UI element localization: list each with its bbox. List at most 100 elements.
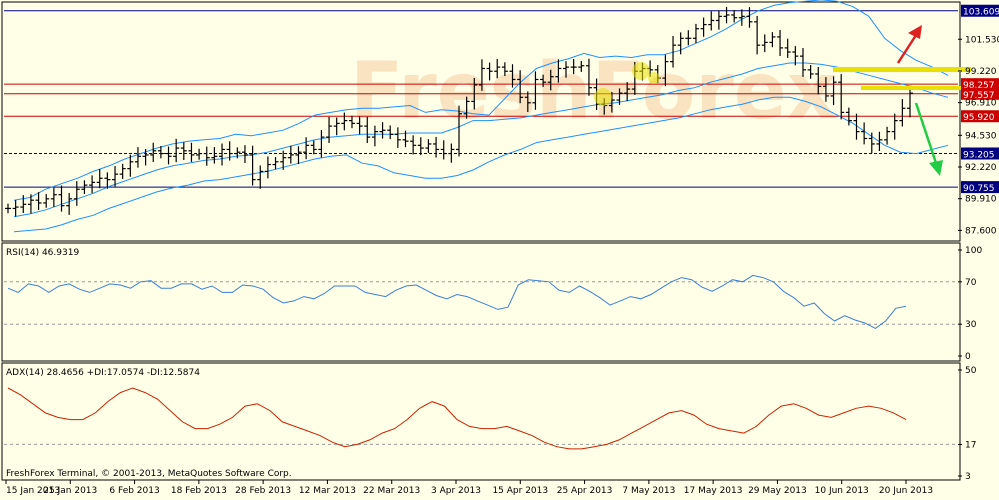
y-tick-label: 92.220 [965, 163, 997, 173]
price-bar [777, 29, 784, 57]
price-bar [670, 35, 677, 68]
price-bar [157, 146, 164, 159]
price-bar [27, 194, 34, 214]
main-panel[interactable] [1, 1, 961, 242]
price-bar [608, 91, 615, 113]
price-bar [486, 62, 493, 81]
price-bar [792, 46, 799, 66]
x-tick-label: 25 Apr 2013 [557, 486, 613, 496]
price-bar [746, 7, 753, 28]
price-bar [425, 139, 432, 153]
price-bar [624, 82, 631, 102]
price-bar [303, 137, 310, 160]
price-bar [440, 140, 447, 160]
price-bar [555, 59, 562, 83]
x-tick-label: 17 May 2013 [684, 486, 743, 496]
price-bar [364, 116, 371, 143]
price-bar [471, 77, 478, 110]
price-level-badge [961, 78, 999, 91]
price-bar [501, 62, 508, 77]
y-tick-label: 99.220 [965, 67, 997, 77]
price-bar [532, 71, 539, 110]
price-bar [257, 165, 264, 189]
price-bar [81, 180, 88, 195]
price-bar [43, 194, 50, 208]
price-bar [142, 149, 149, 166]
price-bar [838, 74, 845, 120]
price-bar [784, 38, 791, 58]
price-bar [326, 116, 333, 143]
price-bar [348, 115, 355, 129]
price-bar [410, 135, 417, 155]
price-bar [226, 141, 233, 161]
price-bar [127, 154, 134, 177]
price-bar [341, 112, 348, 131]
price-bar [333, 117, 340, 136]
x-tick-label: 15 Jan 2013 [6, 486, 60, 496]
price-bar [112, 166, 119, 187]
price-bar [211, 147, 218, 164]
rsi-panel[interactable] [1, 242, 961, 362]
price-bar [715, 10, 722, 30]
price-bar [96, 169, 103, 189]
price-bar [356, 116, 363, 135]
price-bar [5, 203, 11, 214]
price-bar [66, 192, 73, 215]
price-bar [58, 185, 65, 212]
price-bar [517, 70, 524, 104]
bollinger-lower-line [13, 96, 949, 233]
price-bar [241, 145, 248, 164]
price-bar [585, 58, 592, 96]
price-bar [509, 64, 516, 88]
price-level-label: 90.755 [963, 184, 995, 194]
price-bar [150, 142, 157, 162]
price-bar [547, 69, 554, 91]
price-bar [448, 143, 455, 163]
price-bar [853, 113, 860, 140]
watermark: FreshForex [350, 47, 837, 137]
price-bar [899, 99, 906, 127]
price-bar [456, 105, 462, 157]
price-bar [287, 145, 294, 164]
price-bar [12, 200, 19, 217]
price-bar [173, 138, 180, 163]
price-bar [861, 122, 868, 145]
price-bar [578, 60, 585, 72]
price-bar [234, 147, 241, 159]
price-bar [563, 61, 570, 78]
price-level-badge [961, 110, 999, 123]
price-level-label: 93.205 [963, 150, 995, 160]
adx-panel[interactable] [1, 362, 961, 481]
adx-title: ADX(14) 28.4656 +DI:17.0574 -DI:12.5874 [6, 368, 200, 378]
y-tick-label: 87.600 [965, 226, 997, 236]
y-tick-label: 0 [965, 352, 971, 362]
y-tick-label: 101.530 [965, 35, 999, 45]
rsi-title: RSI(14) 46.9319 [6, 248, 79, 258]
price-level-badge [961, 87, 999, 100]
resistance-highlight [833, 67, 971, 72]
y-tick-label: 17 [965, 440, 976, 450]
x-tick-label: 6 Feb 2013 [109, 486, 159, 496]
y-tick-label: 96.910 [965, 99, 997, 109]
x-tick-label: 22 Mar 2013 [363, 486, 420, 496]
price-bar [570, 59, 577, 75]
price-bar [196, 148, 203, 160]
x-tick-label: 7 May 2013 [622, 486, 675, 496]
y-tick-label: 30 [965, 320, 977, 330]
bollinger-middle-line [13, 62, 949, 218]
price-bar [478, 59, 485, 91]
price-bar [723, 6, 730, 24]
price-bar [394, 127, 401, 148]
price-bar [876, 131, 883, 151]
price-bar [249, 145, 256, 186]
x-tick-label: 15 Apr 2013 [492, 486, 548, 496]
y-tick-label: 3 [965, 472, 971, 482]
price-bar [371, 125, 378, 147]
price-bar [387, 125, 394, 140]
resistance-highlight-2 [861, 86, 961, 90]
x-tick-label: 10 Jun 2013 [815, 486, 869, 496]
x-tick-label: 29 May 2013 [748, 486, 807, 496]
price-bar [662, 54, 669, 87]
